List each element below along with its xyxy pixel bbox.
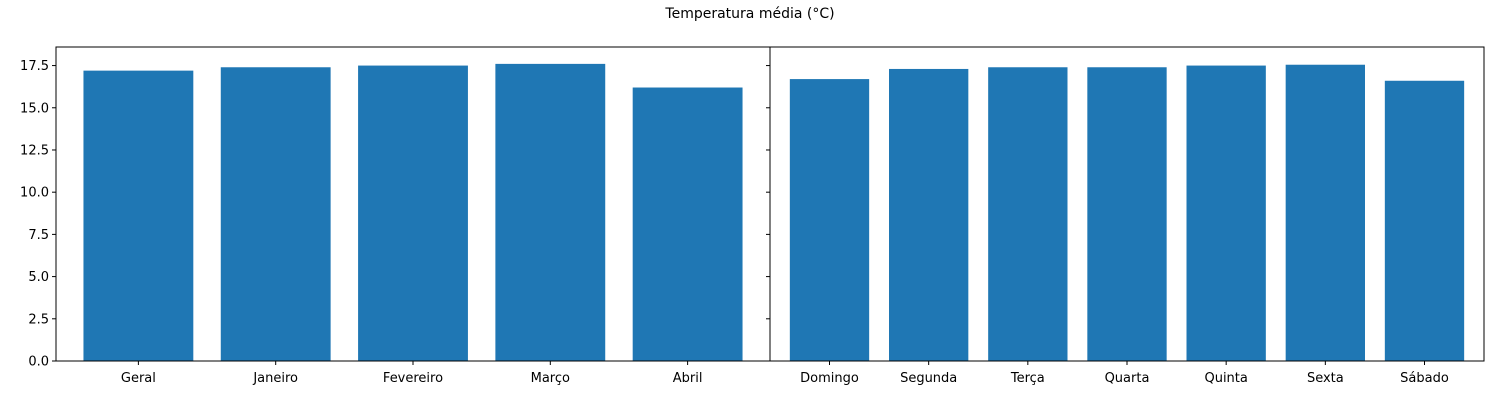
x-tick-label: Março [531,371,570,386]
x-tick-label: Sábado [1400,371,1449,386]
x-tick-label: Abril [673,371,703,386]
bar-segunda [889,68,969,361]
bar-janeiro [220,67,331,361]
bar-quarta [1087,67,1167,361]
y-tick-label: 5.0 [28,270,49,285]
x-tick-label: Fevereiro [383,371,443,386]
y-tick-label: 15.0 [20,101,49,116]
bar-abril [632,87,743,362]
bar-fevereiro [358,65,468,361]
x-tick-label: Quarta [1105,371,1150,386]
y-tick-label: 17.5 [20,59,49,74]
chart-panel-weekdays: Domingo Segunda Terça Quarta Quinta Sexta Sába… [766,46,1485,386]
x-tick-label: Domingo [800,371,859,386]
y-tick-label: 0.0 [28,355,49,370]
bar-terça [988,67,1068,361]
bar-domingo [789,79,870,361]
bar-sexta [1285,64,1365,361]
y-tick-label: 10.0 [20,186,49,201]
x-tick-label: Quinta [1204,371,1247,386]
x-tick-label: Janeiro [252,371,298,386]
figure-title: Temperatura média (°C) [665,6,835,22]
y-tick-label: 7.5 [28,228,49,243]
y-tick-label: 12.5 [20,143,49,158]
x-tick-label: Terça [1010,371,1045,386]
x-tick-label: Geral [121,371,156,386]
x-tick-label: Sexta [1307,371,1344,386]
bar-sábado [1384,80,1465,361]
bar-geral [83,70,194,361]
x-tick-label: Segunda [900,371,957,386]
bar-março [495,63,606,361]
y-tick-label: 2.5 [28,312,49,327]
axes-frame [769,46,1485,362]
chart-panel-months: Geral Janeiro Fevereiro Março Abril 0.0 2.5 5.0… [20,46,771,386]
bar-quinta [1186,65,1266,361]
